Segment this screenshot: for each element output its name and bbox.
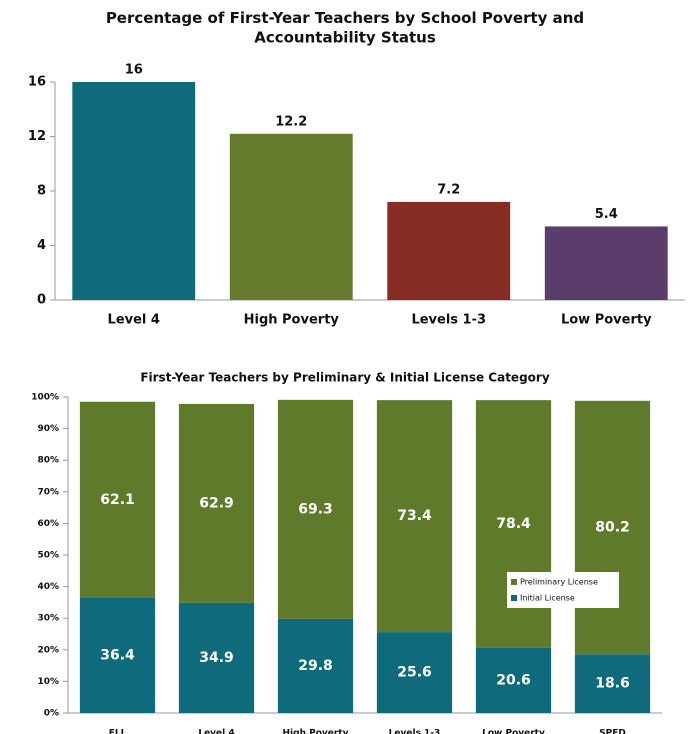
legend-swatch <box>511 595 517 601</box>
y-tick-label: 10% <box>37 677 59 687</box>
bar-segment <box>574 400 651 655</box>
value-label: 7.2 <box>437 182 460 197</box>
value-label: 69.3 <box>298 501 333 517</box>
y-tick-label: 0% <box>44 709 59 719</box>
x-tick-label: High Poverty <box>283 729 349 734</box>
bar-segment <box>277 399 354 619</box>
bar-segment <box>475 647 552 713</box>
bar <box>229 133 353 300</box>
bar <box>544 226 668 300</box>
legend-label: Initial License <box>520 594 575 603</box>
value-label: 73.4 <box>397 508 432 524</box>
y-tick-label: 40% <box>37 582 59 592</box>
y-tick-label: 20% <box>37 645 59 655</box>
y-tick-label: 12 <box>28 129 46 144</box>
y-tick-label: 100% <box>31 393 59 403</box>
bar-segment <box>376 632 453 713</box>
bar-segment <box>79 401 156 598</box>
x-tick-label: Low Poverty <box>482 729 545 734</box>
value-label: 78.4 <box>496 516 531 532</box>
bar-segment <box>376 400 453 633</box>
bar-segment <box>574 654 651 713</box>
bar-segment <box>178 403 255 603</box>
x-tick-label: Levels 1-3 <box>389 729 441 734</box>
x-tick-label: SPED <box>599 729 626 734</box>
y-tick-label: 4 <box>37 238 46 253</box>
x-tick-label: Levels 1-3 <box>411 313 486 328</box>
bar <box>72 82 196 300</box>
y-tick-label: 16 <box>28 75 46 90</box>
value-label: 29.8 <box>298 658 333 674</box>
y-tick-label: 70% <box>37 487 59 497</box>
value-label: 18.6 <box>595 676 630 692</box>
bar-segment <box>178 602 255 713</box>
bar <box>387 201 511 300</box>
chart-title: First-Year Teachers by Preliminary & Ini… <box>140 371 549 385</box>
value-label: 20.6 <box>496 672 531 688</box>
y-tick-label: 50% <box>37 551 59 561</box>
value-label: 62.1 <box>100 492 135 508</box>
x-tick-label: Level 4 <box>198 729 234 734</box>
chart-title: Percentage of First-Year Teachers by Sch… <box>106 9 584 47</box>
legend-swatch <box>511 579 517 585</box>
value-label: 12.2 <box>275 114 307 129</box>
value-label: 80.2 <box>595 520 630 536</box>
value-label: 62.9 <box>199 495 234 511</box>
x-tick-label: Level 4 <box>108 313 160 328</box>
y-tick-label: 0 <box>37 293 46 308</box>
value-label: 34.9 <box>199 650 234 666</box>
legend-label: Preliminary License <box>520 578 598 587</box>
x-tick-label: ELL <box>109 729 127 734</box>
x-tick-label: High Poverty <box>244 313 340 328</box>
value-label: 16 <box>125 63 143 78</box>
y-tick-label: 30% <box>37 614 59 624</box>
x-tick-label: Low Poverty <box>561 313 652 328</box>
y-tick-label: 90% <box>37 424 59 434</box>
value-label: 5.4 <box>595 207 618 222</box>
value-label: 36.4 <box>100 647 135 663</box>
y-tick-label: 80% <box>37 456 59 466</box>
bar-segment <box>277 618 354 713</box>
y-tick-label: 60% <box>37 519 59 529</box>
value-label: 25.6 <box>397 665 432 681</box>
bar-segment <box>79 597 156 713</box>
legend-box <box>507 572 619 608</box>
y-tick-label: 8 <box>37 184 46 199</box>
